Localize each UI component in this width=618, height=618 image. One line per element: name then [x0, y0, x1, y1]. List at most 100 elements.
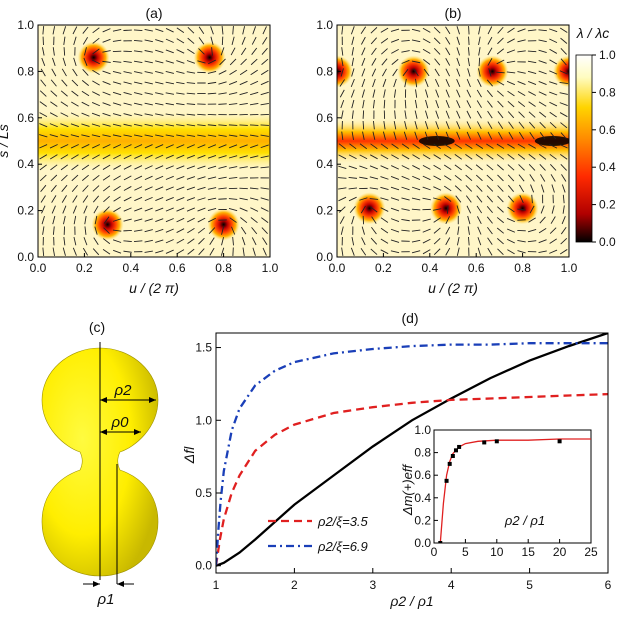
director-mark [550, 174, 556, 182]
director-mark [443, 154, 452, 160]
director-mark [456, 68, 461, 77]
director-mark [528, 143, 536, 149]
director-mark [176, 71, 185, 74]
director-mark [454, 174, 462, 181]
heatmap-a-director-field [39, 26, 269, 256]
director-mark [102, 134, 111, 138]
director-mark [112, 249, 122, 254]
director-mark [372, 131, 376, 140]
director-mark [81, 164, 90, 171]
director-mark [487, 26, 493, 35]
director-mark [133, 39, 143, 42]
line-plot-ylabel: Δfl [181, 446, 197, 464]
director-mark [517, 143, 526, 149]
director-mark [186, 176, 196, 180]
colorbar-tick-label: 0.4 [599, 160, 616, 174]
director-mark [457, 226, 460, 235]
director-mark [197, 154, 206, 159]
director-mark [380, 227, 389, 234]
director-mark [94, 226, 98, 235]
director-mark [467, 57, 470, 67]
director-mark [359, 154, 368, 160]
director-mark [39, 174, 47, 182]
inset-ylabel: Δm(+)eff [400, 463, 415, 516]
director-mark [218, 144, 227, 149]
director-mark [519, 194, 524, 204]
inset-point [444, 478, 449, 483]
director-mark [549, 48, 558, 54]
director-mark [497, 206, 504, 213]
director-mark [528, 164, 536, 171]
director-mark [559, 92, 568, 95]
director-mark [239, 177, 248, 179]
director-mark [370, 37, 378, 45]
director-mark [250, 58, 258, 66]
director-mark [391, 143, 399, 150]
director-mark [422, 186, 431, 191]
y-tick-label: 0.8 [316, 64, 333, 78]
director-mark [134, 196, 143, 202]
director-mark [83, 237, 88, 246]
director-mark [250, 144, 259, 149]
director-mark [39, 144, 48, 149]
y-tick-label: 1.0 [316, 18, 333, 32]
director-mark [123, 92, 132, 96]
director-mark [390, 207, 400, 212]
director-mark [455, 195, 462, 203]
director-mark [528, 121, 536, 129]
director-mark [401, 165, 410, 170]
line-defect-1 [534, 136, 569, 146]
director-mark [371, 226, 377, 235]
director-mark [560, 58, 567, 66]
defect-1 [397, 55, 430, 88]
director-mark [359, 197, 368, 201]
director-mark [84, 215, 87, 225]
director-mark [260, 91, 269, 96]
director-mark [52, 57, 56, 67]
director-mark [187, 238, 195, 245]
director-mark [391, 165, 399, 170]
director-mark [81, 101, 90, 107]
director-mark [507, 153, 515, 160]
director-mark [249, 187, 259, 190]
director-mark [507, 143, 515, 149]
director-mark [134, 154, 143, 160]
director-mark [93, 237, 99, 245]
director-mark [144, 134, 153, 137]
director-mark [155, 165, 164, 170]
director-mark [506, 80, 516, 86]
director-mark [133, 50, 143, 53]
director-mark [39, 90, 47, 97]
director-mark [123, 144, 132, 149]
director-mark [261, 58, 269, 65]
director-mark [351, 99, 355, 109]
director-mark [165, 71, 175, 74]
director-mark [477, 121, 482, 130]
director-mark [477, 226, 482, 235]
director-mark [497, 195, 504, 203]
director-mark [228, 176, 238, 179]
director-mark [260, 155, 269, 159]
director-mark [228, 166, 238, 169]
director-mark [360, 26, 367, 35]
director-mark [361, 226, 365, 235]
director-mark [468, 26, 470, 35]
director-mark [338, 206, 346, 213]
director-mark [560, 47, 567, 55]
director-mark [433, 143, 441, 149]
director-mark [49, 154, 58, 160]
director-mark [539, 153, 547, 160]
director-mark [113, 164, 121, 170]
director-mark [239, 197, 248, 201]
director-mark [338, 196, 347, 202]
legend-label-2: ρ2/ξ=6.9 [317, 539, 368, 554]
director-mark [39, 134, 48, 138]
director-mark [260, 197, 269, 201]
director-mark [540, 205, 545, 214]
inset-x-tick-label: 0 [431, 545, 438, 559]
director-mark [422, 27, 431, 33]
director-mark [102, 164, 111, 170]
director-mark [50, 164, 58, 171]
director-mark [412, 165, 421, 170]
director-mark [538, 143, 547, 149]
